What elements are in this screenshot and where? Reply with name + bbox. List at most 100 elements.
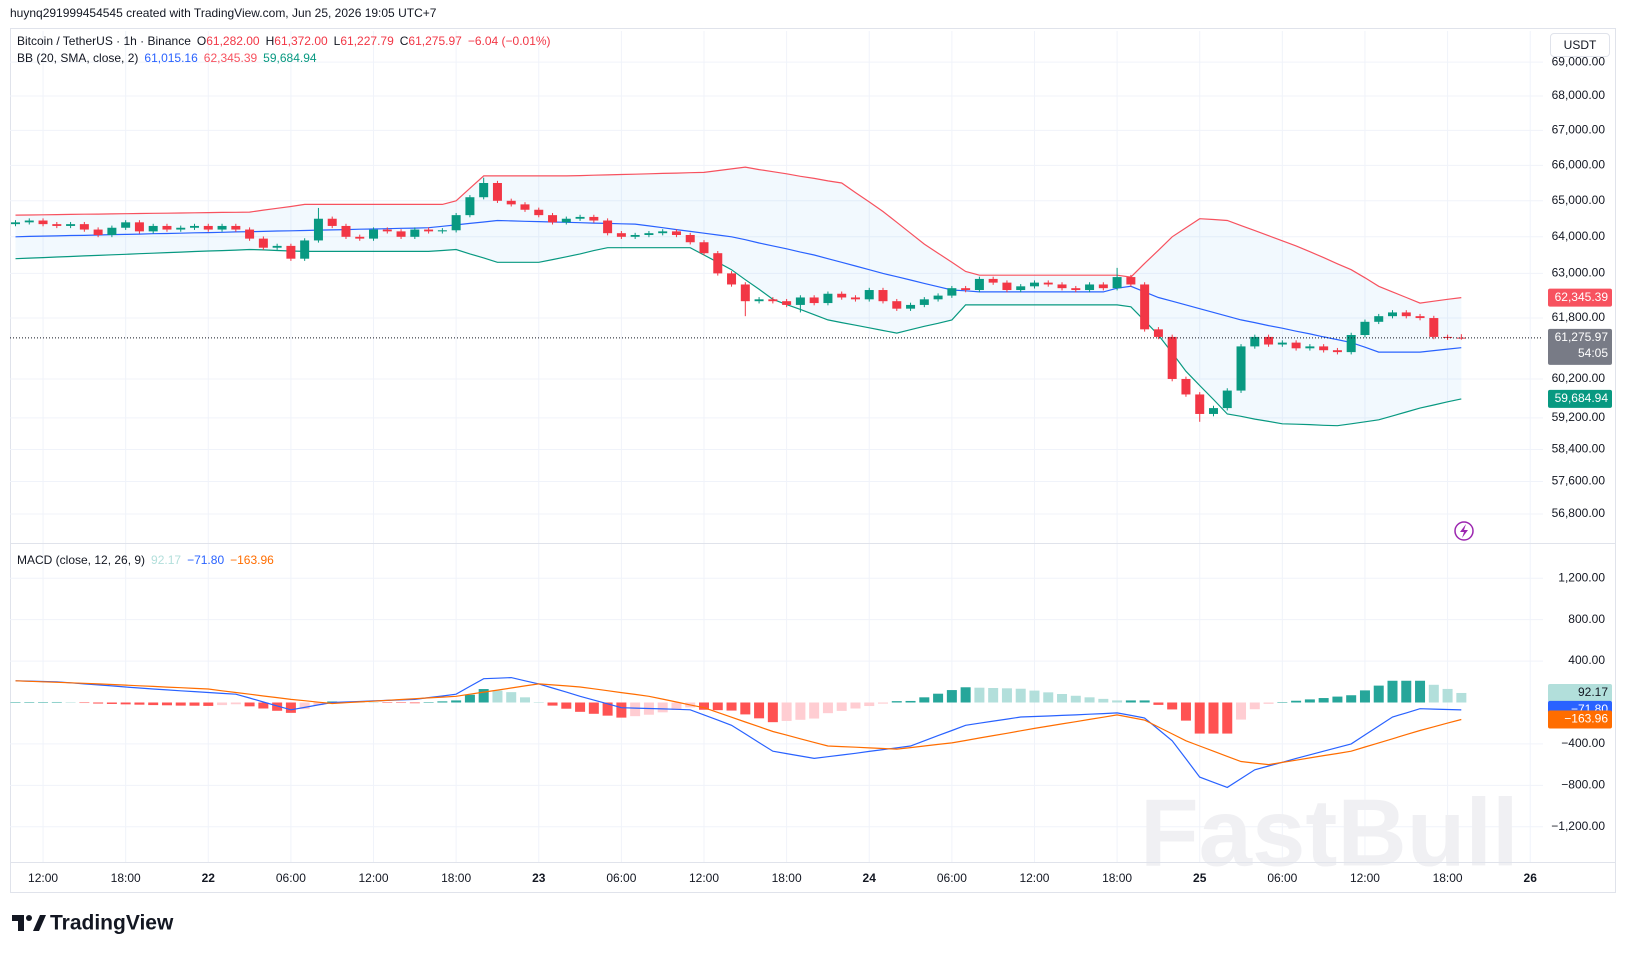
histogram-bar [1236, 702, 1247, 720]
price-label: −163.96 [1564, 712, 1608, 726]
histogram-bar [1125, 700, 1136, 703]
histogram-bar [1167, 702, 1178, 710]
grid [10, 31, 1543, 862]
logo-text: TradingView [50, 912, 174, 935]
histogram-bar [409, 702, 420, 704]
candle-body [768, 299, 778, 302]
x-tick-label: 12:00 [1019, 871, 1049, 885]
histogram-bar [506, 692, 517, 703]
x-tick-label: 12:00 [28, 871, 58, 885]
x-tick-label: 23 [532, 871, 546, 885]
marks [10, 166, 1543, 789]
histogram-bar [189, 702, 200, 706]
candle-body [355, 236, 365, 239]
histogram-bar [437, 701, 448, 703]
candle-body [878, 290, 888, 302]
logo-shape [26, 915, 32, 921]
histogram-bar [451, 700, 462, 703]
histogram-bar [464, 694, 475, 703]
histogram-bar [203, 702, 214, 706]
candle-body [451, 215, 461, 231]
y-tick-label: 63,000.00 [1552, 266, 1606, 280]
histogram-bar [699, 702, 709, 710]
histogram-bar [657, 702, 668, 713]
histogram-bar [285, 702, 296, 713]
histogram-bar [630, 702, 641, 717]
y-tick-label: 66,000.00 [1552, 158, 1606, 172]
legend-change: −6.04 (−0.01%) [467, 34, 551, 48]
candle-body [121, 222, 131, 228]
candle-body [1126, 277, 1136, 285]
x-tick-label: 18:00 [772, 871, 802, 885]
histogram-bar [1098, 698, 1109, 703]
candle-body [66, 224, 76, 226]
histogram-bar [1180, 702, 1191, 721]
histogram-bar [919, 697, 930, 703]
author-line: huynq291999454545 created with TradingVi… [10, 6, 437, 20]
candle-body [782, 301, 792, 305]
histogram-bar [1428, 684, 1439, 703]
price-label: 61,275.97 [1555, 330, 1609, 344]
macd-legend: MACD (close, 12, 26, 9) 92.17 −71.80 −163.9… [17, 553, 280, 567]
histogram-bar [161, 702, 172, 706]
x-tick-label: 18:00 [1433, 871, 1463, 885]
histogram-bar [1304, 699, 1315, 703]
histogram-bar [1359, 690, 1370, 703]
price-label: 92.17 [1578, 685, 1608, 699]
candle-body [1195, 394, 1205, 414]
histogram-bar [1029, 690, 1040, 703]
alert-icon-bolt [1460, 524, 1468, 538]
labels: 69,000.00 68,000.00 67,000.00 66,000.00 65,0… [28, 54, 1612, 885]
price-label-box [1548, 389, 1612, 408]
candle-body [823, 293, 833, 304]
histogram-bar [382, 702, 393, 703]
candle-body [1085, 284, 1095, 291]
histogram-bar [946, 690, 957, 703]
candle-body [534, 209, 544, 216]
candle-body [864, 290, 874, 300]
candle-body [341, 225, 351, 237]
candle-body [520, 204, 530, 210]
legend-key: C [399, 34, 409, 48]
x-tick-label: 18:00 [441, 871, 471, 885]
histogram-bar [547, 702, 558, 706]
candle-body [1319, 346, 1329, 351]
legend-key: L [333, 34, 341, 48]
candle-body [245, 229, 255, 239]
candle-body [1112, 277, 1122, 289]
histogram-bar [519, 697, 530, 703]
y-tick-label: 65,000.00 [1552, 193, 1606, 207]
histogram-bar [960, 687, 971, 703]
candle-body [327, 218, 337, 226]
histogram-bar [478, 689, 489, 703]
histogram-bar [781, 702, 792, 721]
histogram-bar [1249, 702, 1260, 710]
candle-body [134, 222, 144, 232]
x-tick-label: 12:00 [689, 871, 719, 885]
histogram-bar [1387, 680, 1398, 703]
y-tick-label: 68,000.00 [1552, 88, 1606, 102]
legend-value: 62,345.39 [203, 51, 258, 65]
candle-body [1429, 318, 1439, 337]
candle-body [300, 240, 310, 259]
legend-value: 61,227.79 [340, 34, 394, 48]
legend-value: 61,275.97 [408, 34, 462, 48]
candle-body [382, 229, 392, 232]
histogram-bar [1277, 702, 1288, 703]
x-tick-label: 12:00 [359, 871, 389, 885]
histogram-bar [230, 702, 241, 705]
candle-body [685, 234, 695, 243]
y-tick-label: 800.00 [1568, 612, 1605, 626]
histogram-bar [1043, 692, 1054, 703]
price-label: 54:05 [1578, 346, 1608, 360]
macd-line [15, 676, 1462, 789]
candle-body [93, 229, 103, 235]
alert-icon[interactable] [1454, 521, 1474, 541]
histogram-bar [561, 702, 572, 709]
histogram-bar [423, 702, 434, 703]
candle-body [837, 293, 847, 298]
legend-value: −163.96 [230, 553, 274, 567]
currency-button[interactable]: USDT [1550, 33, 1610, 57]
logo: TradingView [12, 912, 174, 935]
x-tick-label: 25 [1193, 871, 1207, 885]
